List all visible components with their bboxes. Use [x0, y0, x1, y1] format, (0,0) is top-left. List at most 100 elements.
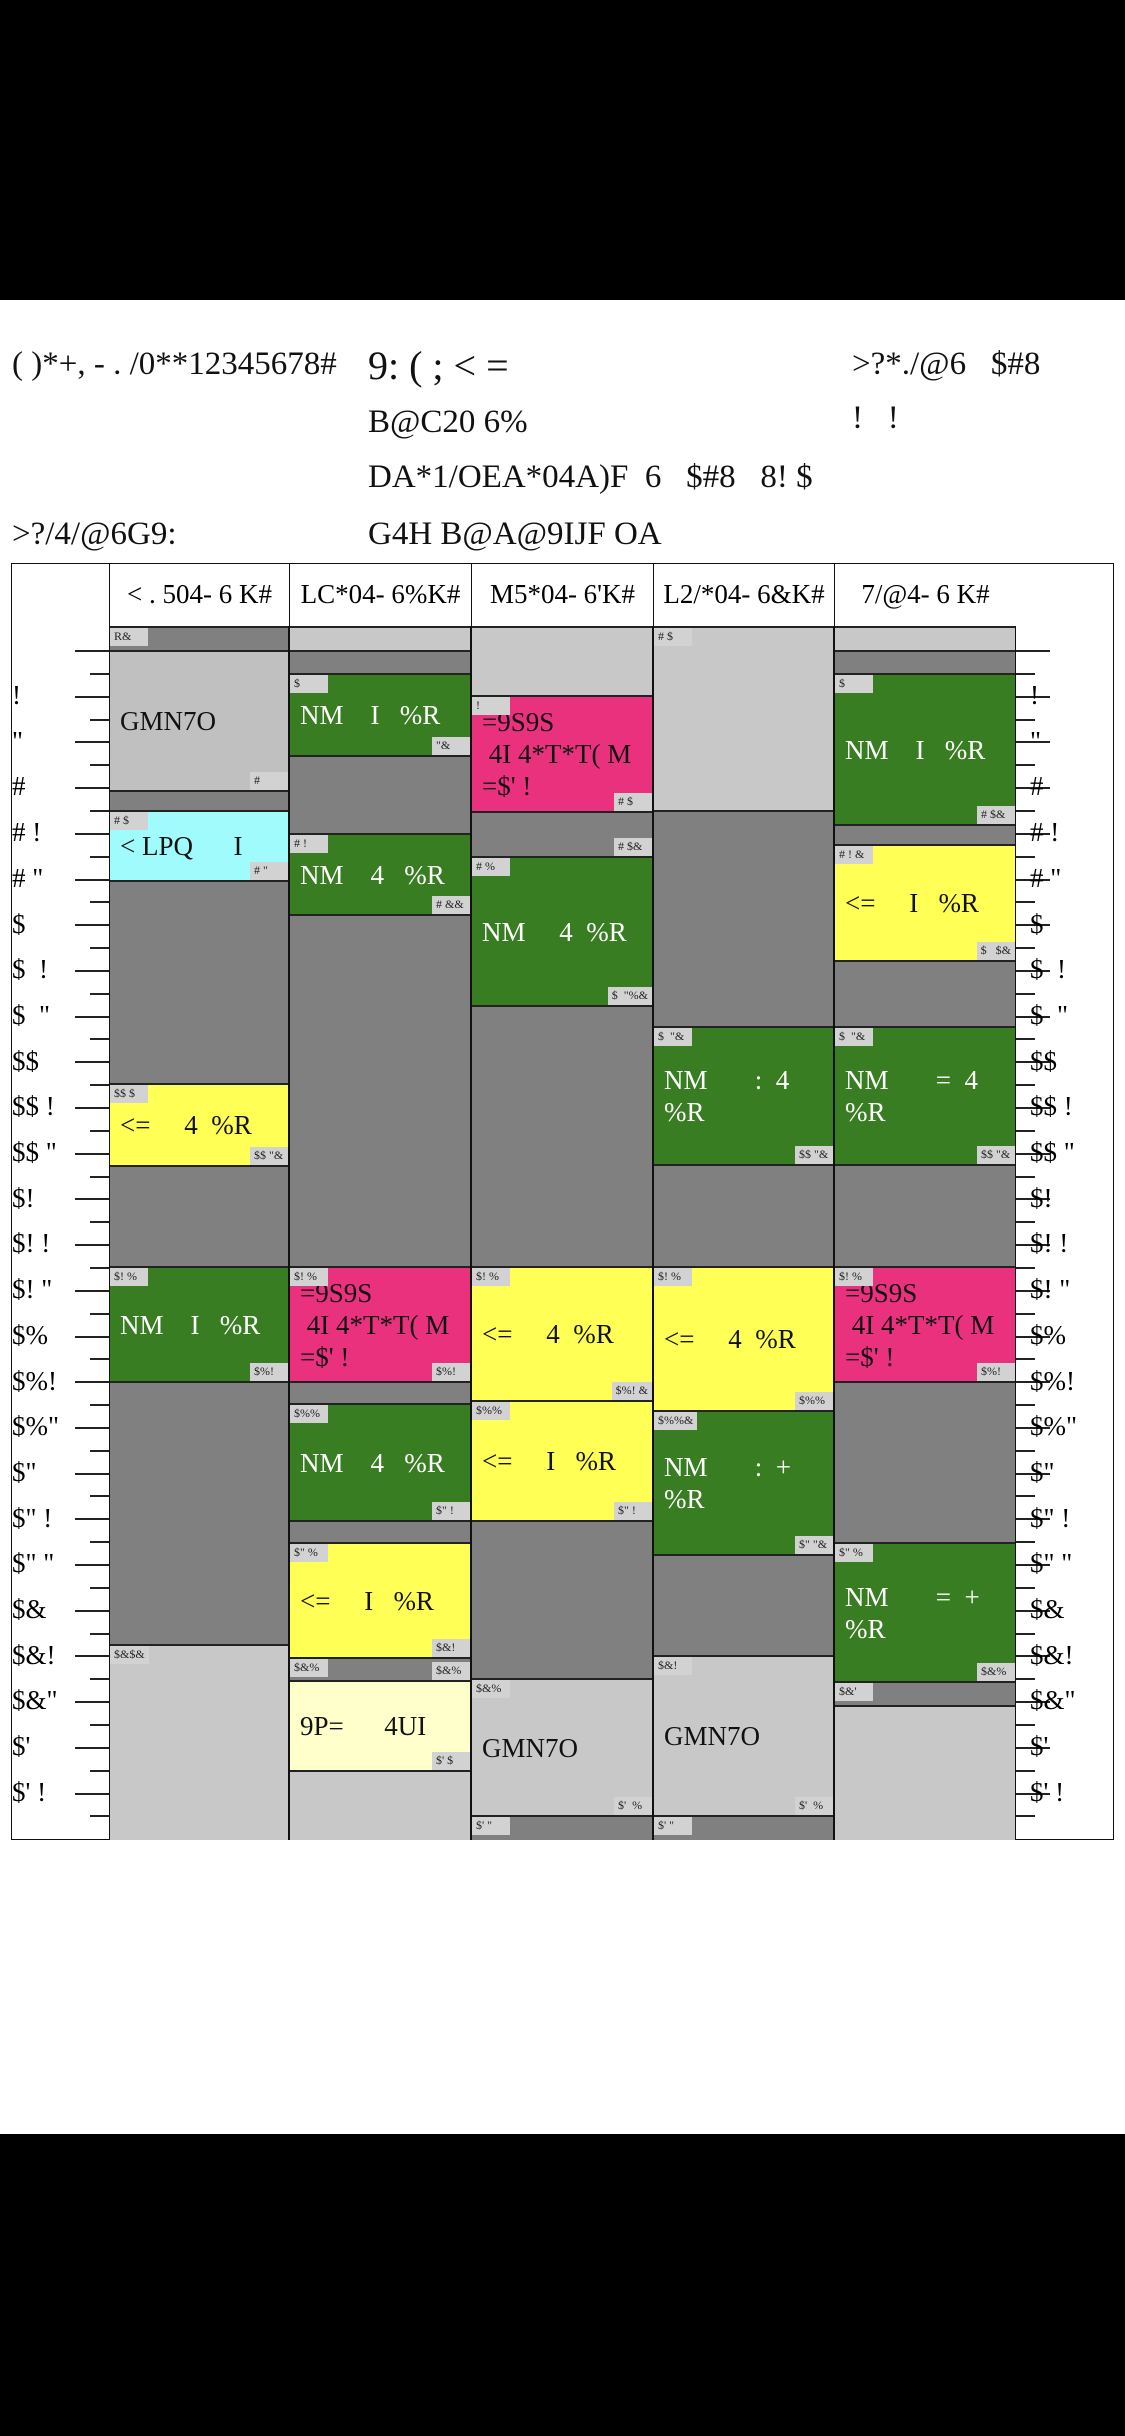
event-block[interactable]: NM : 4 %R $ "& $$ "&	[654, 1026, 833, 1164]
time-slot[interactable]	[472, 1005, 652, 1266]
column-header[interactable]: M5*04- 6'K#	[471, 563, 653, 626]
time-slot[interactable]: # $	[654, 626, 833, 810]
time-slot[interactable]	[835, 1705, 1015, 1840]
time-slot[interactable]	[110, 880, 288, 1083]
time-label-right: $! !	[1030, 1228, 1069, 1259]
time-label-left: $" !	[12, 1502, 53, 1533]
event-block[interactable]: NM I %R $! % $%!	[110, 1266, 288, 1381]
time-label-right: $%	[1030, 1319, 1066, 1350]
time-slot[interactable]	[290, 914, 470, 1266]
time-slot[interactable]: $&'	[835, 1681, 1015, 1705]
event-block[interactable]: <= I %R # ! & $ $&	[835, 844, 1015, 960]
event-block[interactable]: <= 4 %R $! % $%%	[654, 1266, 833, 1410]
time-label-right: $ !	[1030, 954, 1066, 985]
time-slot[interactable]: # $&	[472, 811, 652, 856]
event-label: GMN7O	[664, 1721, 761, 1751]
start-time-tag: $ "&	[835, 1028, 873, 1046]
time-label-right: "	[1030, 725, 1042, 756]
event-block[interactable]: GMN7O $&! $' %	[654, 1655, 833, 1815]
end-time-tag: $$ "&	[250, 1147, 288, 1165]
end-time-tag: # &&	[432, 896, 470, 914]
day-column: NM I %R $ "& NM 4 %R # ! # && =9S9S 4I 4*T*T( …	[289, 626, 471, 1840]
column-header[interactable]: < . 504- 6 K#	[109, 563, 289, 626]
start-time-tag: $' "	[472, 1817, 510, 1835]
event-block[interactable]: NM I %R $ # $&	[835, 673, 1015, 824]
event-block[interactable]: =9S9S 4I 4*T*T( M =$' ! $! % $%!	[290, 1266, 470, 1381]
axis-tick	[1016, 901, 1035, 904]
event-label: NM = + %R	[845, 1581, 980, 1644]
time-slot[interactable]: $' "	[472, 1815, 652, 1840]
end-time-tag: $$ "&	[977, 1146, 1015, 1164]
event-block[interactable]: < LPQ I # $ # "	[110, 810, 288, 880]
time-slot[interactable]	[110, 1381, 288, 1644]
time-slot[interactable]	[835, 650, 1015, 673]
time-slot[interactable]	[835, 1164, 1015, 1266]
event-block[interactable]: GMN7O $&% $' %	[472, 1678, 652, 1815]
axis-tick	[1016, 969, 1050, 972]
event-block[interactable]: NM 4 %R # % $ "%&	[472, 856, 652, 1005]
time-slot[interactable]	[835, 960, 1015, 1026]
start-time-tag: $" %	[290, 1544, 328, 1562]
time-slot[interactable]: R&	[110, 626, 288, 650]
axis-tick	[1016, 1404, 1035, 1407]
column-header[interactable]: LC*04- 6%K#	[289, 563, 471, 626]
time-slot[interactable]	[110, 790, 288, 810]
time-slot[interactable]	[290, 755, 470, 833]
time-slot[interactable]	[835, 824, 1015, 844]
end-time-tag: $&!	[432, 1639, 470, 1657]
time-slot[interactable]	[835, 626, 1015, 650]
event-block[interactable]: <= 4 %R $$ $ $$ "&	[110, 1083, 288, 1165]
event-block[interactable]: NM = 4 %R $ "& $$ "&	[835, 1026, 1015, 1164]
time-slot[interactable]	[654, 1164, 833, 1266]
axis-tick	[1016, 1152, 1050, 1155]
end-time-tag: $%!	[432, 1363, 470, 1381]
top-black-bar	[0, 0, 1125, 300]
page-title: ( )*+, - . /0**12345678#	[12, 346, 337, 382]
time-slot[interactable]	[290, 1770, 470, 1840]
event-block[interactable]: <= 4 %R $! % $%! &	[472, 1266, 652, 1400]
column-header[interactable]: 7/@4- 6 K#	[834, 563, 1016, 626]
event-block[interactable]: =9S9S 4I 4*T*T( M =$' !! # $	[472, 695, 652, 811]
axis-tick	[1016, 832, 1050, 835]
time-slot[interactable]	[290, 650, 470, 673]
time-slot[interactable]: $' "	[654, 1815, 833, 1840]
time-slot[interactable]	[290, 1520, 470, 1542]
event-block[interactable]: NM 4 %R $%% $" !	[290, 1403, 470, 1520]
time-slot[interactable]	[290, 1381, 470, 1403]
time-slot[interactable]	[654, 810, 833, 1026]
event-block[interactable]: =9S9S 4I 4*T*T( M =$' ! $! % $%!	[835, 1266, 1015, 1381]
axis-tick	[90, 809, 109, 812]
axis-tick	[1016, 1312, 1035, 1315]
start-time-tag: $! %	[290, 1268, 328, 1286]
time-slot[interactable]	[654, 1554, 833, 1655]
axis-tick	[75, 1472, 109, 1475]
time-label-right: # !	[1030, 817, 1060, 848]
time-label-right: $&	[1030, 1594, 1065, 1624]
time-slot[interactable]: $&% $&%	[290, 1657, 470, 1680]
axis-tick	[1016, 1495, 1035, 1498]
event-block[interactable]: 9P= 4UI $' $	[290, 1680, 470, 1770]
time-slot[interactable]	[835, 1381, 1015, 1542]
time-slot[interactable]	[472, 1520, 652, 1678]
axis-tick	[1016, 1335, 1050, 1338]
time-slot[interactable]: $&$&	[110, 1644, 288, 1840]
axis-tick	[1016, 1107, 1050, 1109]
event-block[interactable]: GMN7O #	[110, 650, 288, 790]
time-slot[interactable]	[290, 626, 470, 650]
time-slot[interactable]	[472, 626, 652, 695]
event-block[interactable]: NM 4 %R # ! # &&	[290, 833, 470, 914]
event-block[interactable]: NM = + %R $" % $&%	[835, 1542, 1015, 1681]
start-time-tag: $' "	[654, 1817, 692, 1835]
event-block[interactable]: NM I %R $ "&	[290, 673, 470, 755]
event-label: 9P= 4UI	[300, 1711, 427, 1741]
event-block[interactable]: <= I %R $%% $" !	[472, 1400, 652, 1520]
start-time-tag: $%%&	[654, 1412, 698, 1430]
event-block[interactable]: <= I %R $" % $&!	[290, 1542, 470, 1657]
end-time-tag: $' %	[795, 1797, 833, 1815]
start-time-tag: $! %	[110, 1268, 148, 1286]
axis-tick	[1016, 1609, 1050, 1612]
event-block[interactable]: NM : + %R $%%& $" "&	[654, 1410, 833, 1554]
column-header[interactable]: L2/*04- 6&K#	[653, 563, 834, 626]
event-label: =9S9S 4I 4*T*T( M =$' !	[845, 1277, 995, 1372]
time-slot[interactable]	[110, 1165, 288, 1266]
